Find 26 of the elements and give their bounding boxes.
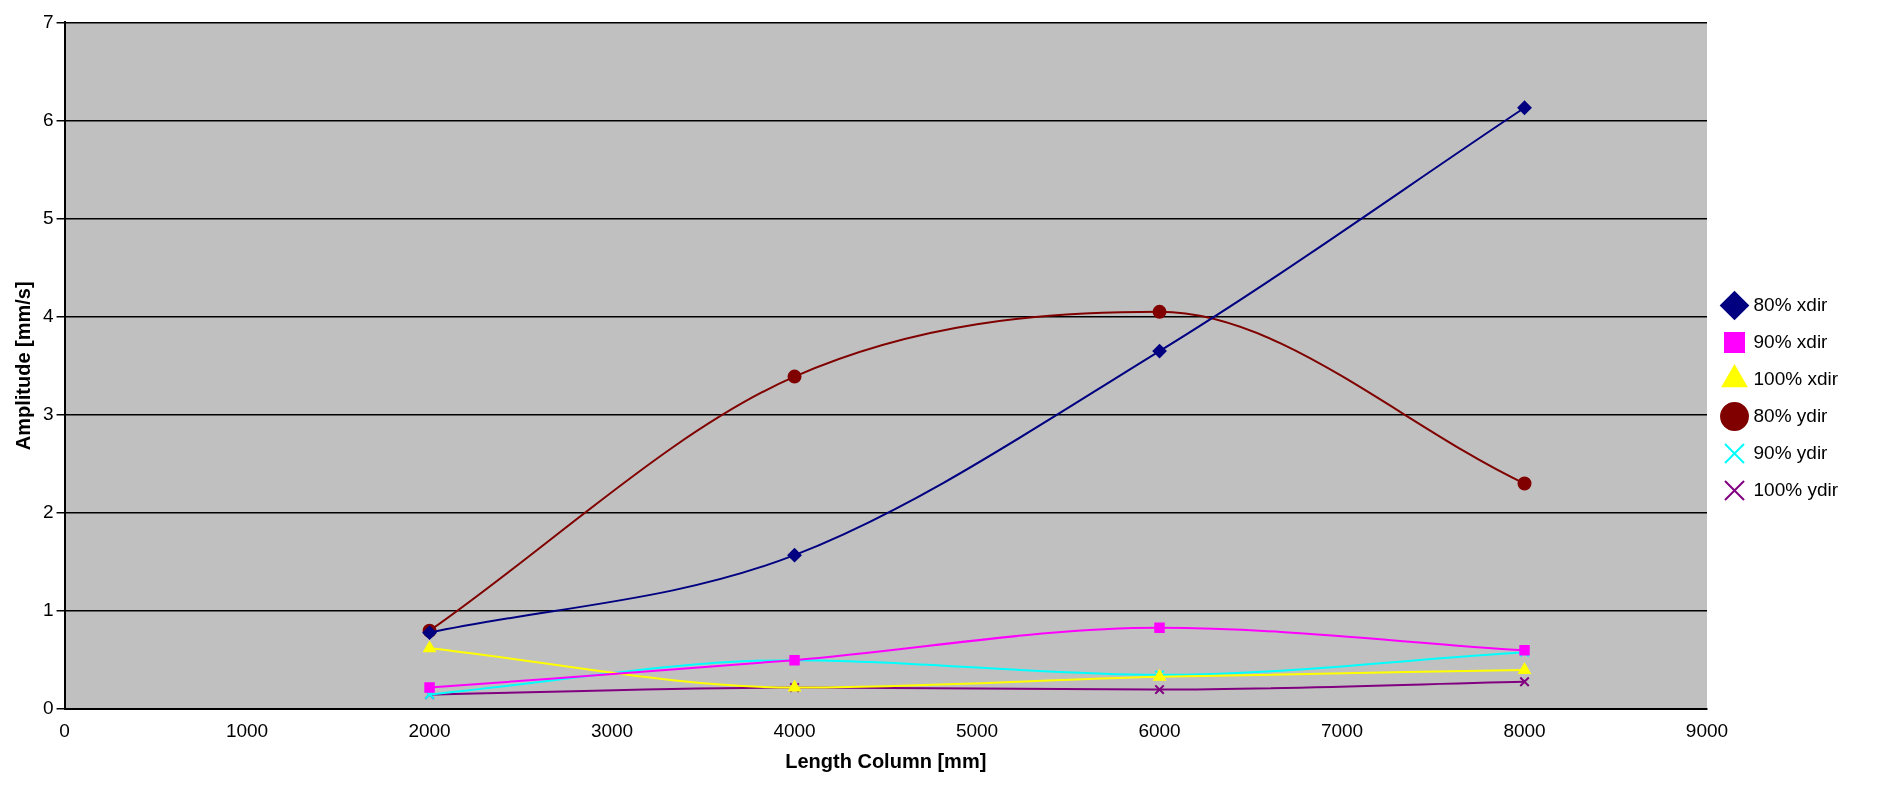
x-tick-label: 7000 <box>1320 719 1364 741</box>
x-tick-label: 9000 <box>1685 719 1729 741</box>
x-tick-label: 2000 <box>408 719 451 741</box>
y-tick-label: 2 <box>42 501 54 523</box>
x-axis-title: Length Column [mm] <box>785 749 987 772</box>
legend-label: 90% ydir <box>1753 441 1829 463</box>
legend-label: 100% xdir <box>1753 367 1839 389</box>
x-tick-label: 8000 <box>1503 719 1546 741</box>
y-tick-label: 3 <box>42 403 54 425</box>
legend-label: 90% xdir <box>1753 330 1829 352</box>
y-tick-label: 0 <box>42 697 54 719</box>
x-tick-label: 4000 <box>773 719 816 741</box>
y-tick-label: 7 <box>42 10 54 32</box>
x-tick-label: 6000 <box>1138 719 1181 741</box>
y-axis-title: Amplitude [mm/s] <box>11 281 34 451</box>
legend-label: 100% ydir <box>1753 478 1839 500</box>
x-tick-label: 1000 <box>225 719 269 741</box>
y-tick-label: 5 <box>42 206 54 228</box>
y-tick-label: 1 <box>42 599 54 621</box>
y-tick-label: 6 <box>42 108 54 130</box>
legend-label: 80% xdir <box>1753 293 1829 315</box>
legend-label: 80% ydir <box>1753 404 1829 426</box>
x-tick-label: 3000 <box>590 719 634 741</box>
x-tick-label: 5000 <box>955 719 999 741</box>
y-tick-label: 4 <box>42 304 54 326</box>
x-tick-label: 0 <box>59 719 70 741</box>
